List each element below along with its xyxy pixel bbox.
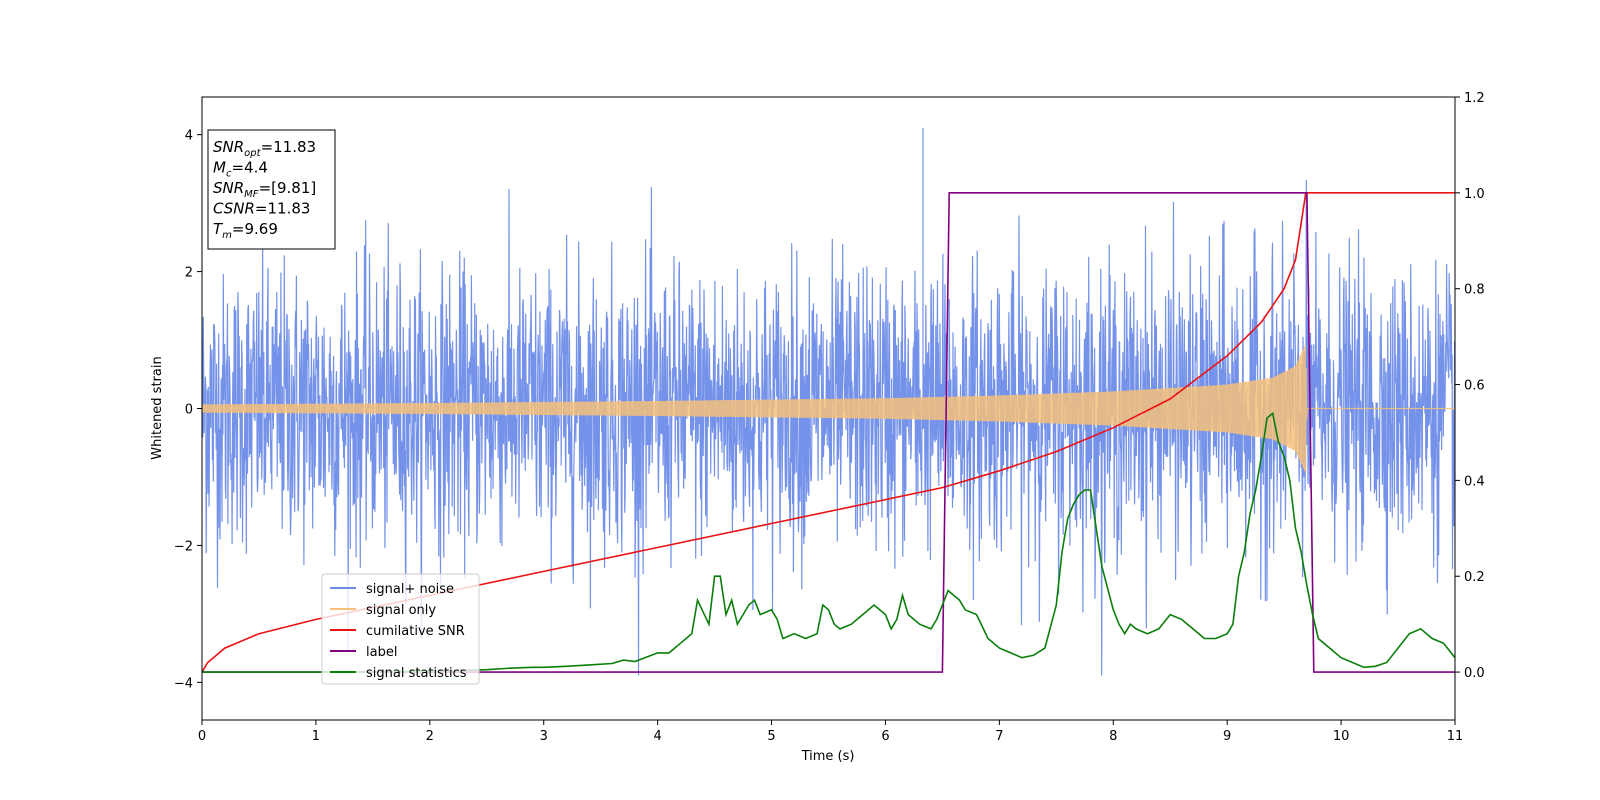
y-axis-label: Whitened strain xyxy=(150,356,165,459)
y-axis-left: −4 −2 0 2 4 xyxy=(174,129,202,691)
y-left-tick-label: 2 xyxy=(185,266,193,281)
x-tick-label: 11 xyxy=(1447,729,1464,744)
x-tick-label: 3 xyxy=(540,729,548,744)
y-right-tick-label: 0.8 xyxy=(1464,283,1485,298)
y-right-tick-label: 0.2 xyxy=(1464,570,1485,585)
annotation-line: Mc=4.4 xyxy=(213,159,268,180)
y-right-tick-label: 1.0 xyxy=(1464,187,1485,202)
y-right-tick-label: 0.6 xyxy=(1464,379,1485,394)
x-tick-label: 9 xyxy=(1223,729,1231,744)
x-tick-label: 4 xyxy=(653,729,661,744)
x-axis: 0 1 2 3 4 5 6 7 8 9 10 11 xyxy=(198,720,1463,744)
y-right-tick-label: 0.4 xyxy=(1464,474,1485,489)
y-right-tick-label: 1.2 xyxy=(1464,91,1485,106)
annotation-frame xyxy=(207,129,336,250)
x-tick-label: 7 xyxy=(995,729,1003,744)
y-left-tick-label: 4 xyxy=(185,129,193,144)
legend: signal+ noise signal only cumilative SNR la… xyxy=(321,573,480,685)
x-tick-label: 2 xyxy=(426,729,434,744)
legend-label: signal statistics xyxy=(366,666,467,681)
annotation-line: Tm=9.69 xyxy=(213,220,278,241)
legend-label: signal only xyxy=(366,603,436,618)
x-tick-label: 6 xyxy=(881,729,889,744)
legend-frame xyxy=(321,573,480,685)
y-right-tick-label: 0.0 xyxy=(1464,666,1485,681)
legend-label: cumilative SNR xyxy=(366,624,465,639)
legend-label: label xyxy=(366,645,397,660)
annotation-line: SNRopt=11.83 xyxy=(213,138,316,159)
series-layer xyxy=(202,127,1455,676)
series-signal-only xyxy=(202,344,1455,474)
x-tick-label: 5 xyxy=(767,729,775,744)
y-axis-right: 0.0 0.2 0.4 0.6 0.8 1.0 1.2 xyxy=(1455,91,1485,681)
y-left-tick-label: −2 xyxy=(174,539,193,554)
series-signal-statistics xyxy=(202,411,1455,673)
y-left-tick-label: −4 xyxy=(174,676,193,691)
x-tick-label: 0 xyxy=(198,729,206,744)
x-tick-label: 1 xyxy=(312,729,320,744)
annotation-box: SNRopt=11.83Mc=4.4SNRMF=[9.81]CSNR=11.83… xyxy=(207,129,336,250)
x-axis-label: Time (s) xyxy=(801,749,855,764)
x-tick-label: 8 xyxy=(1109,729,1117,744)
annotation-line: CSNR=11.83 xyxy=(213,200,310,218)
annotation-line: SNRMF=[9.81] xyxy=(213,179,316,200)
y-left-tick-label: 0 xyxy=(185,403,193,418)
series-cumilative-snr xyxy=(202,192,1455,673)
x-tick-label: 10 xyxy=(1333,729,1350,744)
legend-label: signal+ noise xyxy=(366,582,454,597)
series-label xyxy=(202,192,1455,673)
